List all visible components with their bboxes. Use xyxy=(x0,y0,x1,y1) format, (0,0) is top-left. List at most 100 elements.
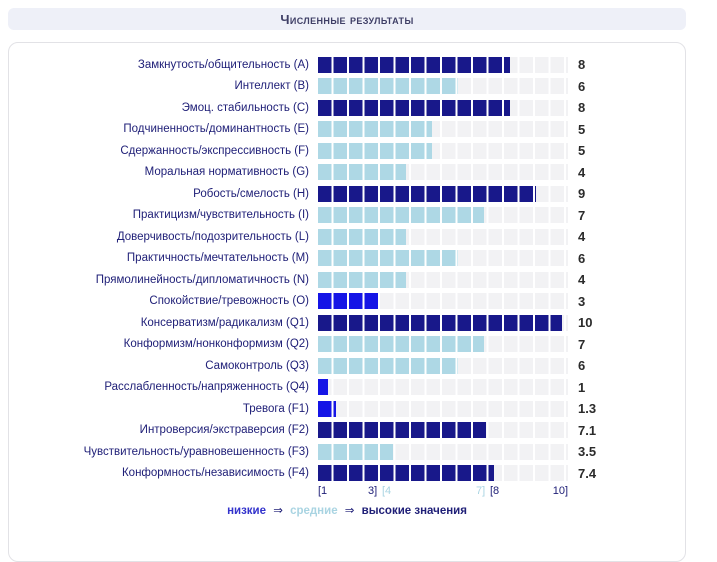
factor-row: Самоконтроль (Q3) 6 xyxy=(9,355,685,377)
legend-mid-label: средние xyxy=(290,505,338,517)
factor-label: Моральная нормативность (G) xyxy=(144,166,309,179)
factor-bar-fill xyxy=(318,185,536,202)
factor-label: Чувствительность/уравновешенность (F3) xyxy=(83,445,309,458)
factor-bar-fill xyxy=(318,250,458,267)
factor-bar-fill xyxy=(318,293,380,310)
factor-bar-track xyxy=(318,314,568,331)
factor-label: Самоконтроль (Q3) xyxy=(205,359,309,372)
factor-bar-fill xyxy=(318,422,486,439)
factor-bar-track xyxy=(318,185,568,202)
factor-score: 7.4 xyxy=(578,465,597,481)
factor-row: Конформизм/нонконформизм (Q2) 7 xyxy=(9,334,685,356)
factor-score: 1.3 xyxy=(578,401,597,417)
factor-bar-track xyxy=(318,164,568,181)
factor-score: 6 xyxy=(578,358,586,374)
factor-row: Робость/смелость (H) 9 xyxy=(9,183,685,205)
factor-bar-track xyxy=(318,271,568,288)
factor-row: Замкнутость/общительность (A) 8 xyxy=(9,54,685,76)
factor-bar-fill xyxy=(318,121,432,138)
factor-bar-track xyxy=(318,357,568,374)
factor-label: Практицизм/чувствительность (I) xyxy=(132,209,309,222)
axis-tick-8: [8 xyxy=(490,485,500,497)
factor-row: Эмоц. стабильность (C) 8 xyxy=(9,97,685,119)
axis-tick-3: 3] xyxy=(368,485,378,497)
factor-label: Интеллект (B) xyxy=(234,80,309,93)
factor-bar-fill xyxy=(318,314,562,331)
factor-bar-fill xyxy=(318,78,458,95)
factor-label: Доверчивость/подозрительность (L) xyxy=(116,230,309,243)
factor-bar-fill xyxy=(318,400,336,417)
factor-row: Интроверсия/экстраверсия (F2) 7.1 xyxy=(9,420,685,442)
factor-score: 3 xyxy=(578,293,586,309)
factor-score: 9 xyxy=(578,186,586,202)
axis-tick-7: 7] xyxy=(476,485,486,497)
score-axis: [1 3] [4 7] [8 10] xyxy=(318,485,568,499)
factor-row: Практицизм/чувствительность (I) 7 xyxy=(9,205,685,227)
section-header: Численные результаты xyxy=(8,8,686,30)
factor-score: 6 xyxy=(578,78,586,94)
factor-row: Расслабленность/напряженность (Q4) 1 xyxy=(9,377,685,399)
factor-score: 4 xyxy=(578,164,586,180)
factor-label: Расслабленность/напряженность (Q4) xyxy=(104,381,309,394)
factor-score: 5 xyxy=(578,121,586,137)
factor-bar-track xyxy=(318,336,568,353)
factor-label: Эмоц. стабильность (C) xyxy=(181,101,309,114)
factor-bar-fill xyxy=(318,357,458,374)
factor-row: Практичность/мечтательность (M) 6 xyxy=(9,248,685,270)
arrow-right-icon: ⇒ xyxy=(344,505,355,517)
factor-row: Тревога (F1) 1.3 xyxy=(9,398,685,420)
factor-bar-fill xyxy=(318,207,484,224)
factor-score: 4 xyxy=(578,272,586,288)
factor-bar-track xyxy=(318,99,568,116)
factor-row: Прямолинейность/дипломатичность (N) 4 xyxy=(9,269,685,291)
factor-bar-fill xyxy=(318,228,406,245)
factor-bar-track xyxy=(318,207,568,224)
legend-high-label: высокие значения xyxy=(361,505,467,517)
factor-row: Моральная нормативность (G) 4 xyxy=(9,162,685,184)
factor-bar-track xyxy=(318,228,568,245)
factor-score: 7.1 xyxy=(578,422,597,438)
factor-bar-track xyxy=(318,142,568,159)
factor-bar-track xyxy=(318,56,568,73)
factors-bar-chart: Замкнутость/общительность (A) 8 Интеллек… xyxy=(9,54,685,484)
factor-bar-track xyxy=(318,422,568,439)
arrow-right-icon: ⇒ xyxy=(273,505,283,517)
factor-label: Спокойствие/тревожность (O) xyxy=(149,295,309,308)
factor-score: 7 xyxy=(578,336,586,352)
section-title: Численные результаты xyxy=(280,11,414,27)
factor-row: Спокойствие/тревожность (O) 3 xyxy=(9,291,685,313)
factor-label: Консерватизм/радикализм (Q1) xyxy=(140,316,309,329)
factor-bar-track xyxy=(318,293,568,310)
factor-label: Прямолинейность/дипломатичность (N) xyxy=(95,273,309,286)
factor-bar-track xyxy=(318,78,568,95)
factor-row: Доверчивость/подозрительность (L) 4 xyxy=(9,226,685,248)
factor-row: Подчиненность/доминантность (E) 5 xyxy=(9,119,685,141)
factor-score: 6 xyxy=(578,250,586,266)
factor-bar-fill xyxy=(318,379,328,396)
factor-score: 7 xyxy=(578,207,586,223)
factor-bar-fill xyxy=(318,99,510,116)
factor-score: 1 xyxy=(578,379,586,395)
factor-label: Робость/смелость (H) xyxy=(193,187,309,200)
factor-row: Интеллект (B) 6 xyxy=(9,76,685,98)
results-panel: Замкнутость/общительность (A) 8 Интеллек… xyxy=(8,42,686,562)
factor-label: Сдержанность/экспрессивность (F) xyxy=(120,144,309,157)
axis-tick-10: 10] xyxy=(552,485,568,497)
factor-bar-fill xyxy=(318,56,510,73)
factor-score: 10 xyxy=(578,315,593,331)
factor-bar-fill xyxy=(318,142,432,159)
factor-score: 8 xyxy=(578,57,586,73)
factor-bar-fill xyxy=(318,164,406,181)
factor-row: Сдержанность/экспрессивность (F) 5 xyxy=(9,140,685,162)
factor-bar-fill xyxy=(318,443,393,460)
axis-tick-4: [4 xyxy=(382,485,392,497)
factor-row: Чувствительность/уравновешенность (F3) 3… xyxy=(9,441,685,463)
factor-bar-track xyxy=(318,250,568,267)
factor-bar-track xyxy=(318,379,568,396)
factor-bar-fill xyxy=(318,336,484,353)
factor-score: 3.5 xyxy=(578,444,597,460)
factor-label: Тревога (F1) xyxy=(242,402,309,415)
legend: низкие ⇒ средние ⇒ высокие значения xyxy=(9,503,685,517)
factor-label: Подчиненность/доминантность (E) xyxy=(123,123,309,136)
legend-low-label: низкие xyxy=(227,505,267,517)
